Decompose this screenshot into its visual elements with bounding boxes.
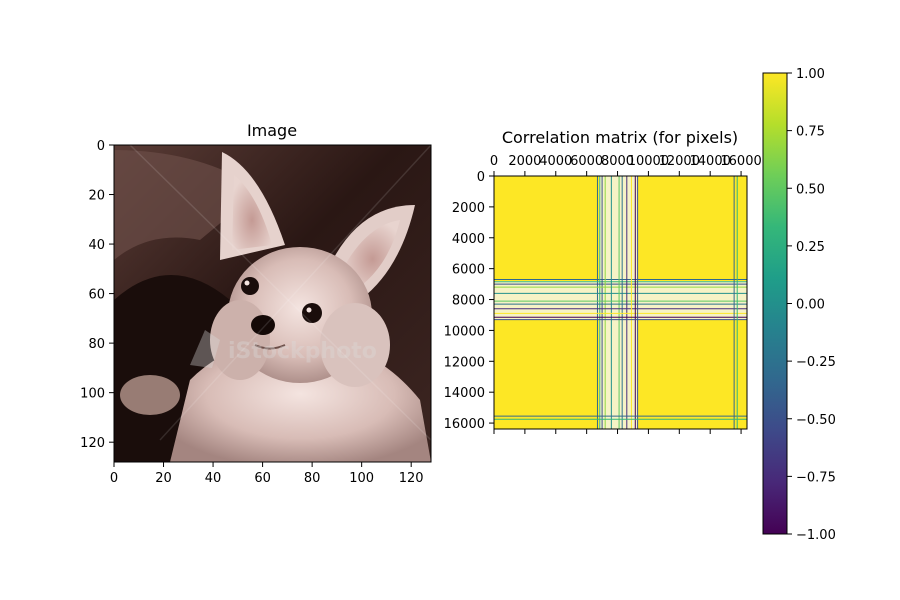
heatmap-y-tick-label: 8000	[452, 294, 485, 309]
heatmap-y-tick-label: 0	[477, 170, 485, 185]
heatmap-y-axis: 0 2000 4000 6000 8000 10000 12000 14000 16000	[444, 170, 494, 432]
colorbar-axis: 1.00 0.75 0.50 0.25 0.00 −0.25 −0.50 −0.75 −1.00	[787, 67, 836, 543]
colorbar-tick-label: 1.00	[796, 67, 825, 82]
colorbar-tick-label: 0.00	[796, 298, 825, 313]
dog-photo: iStockphoto	[114, 145, 431, 462]
correlation-panel: Correlation matrix (for pixels) 0 2000400…	[444, 128, 762, 434]
image-x-tick-label: 20	[155, 471, 172, 486]
heatmap-y-tick-label: 2000	[452, 201, 485, 216]
heatmap-y-tick-label: 6000	[452, 263, 485, 278]
image-x-tick-label: 100	[349, 471, 374, 486]
heatmap-x-tick-label: 10000	[628, 154, 669, 169]
heatmap-x-tick-label: 6000	[570, 154, 603, 169]
image-x-tick-label: 60	[254, 471, 271, 486]
heatmap-y-tick-label: 16000	[444, 417, 485, 432]
heatmap-y-tick-label: 12000	[444, 355, 485, 370]
image-title: Image	[247, 121, 297, 140]
colorbar-tick-label: 0.50	[796, 182, 825, 197]
image-x-tick-label: 120	[399, 471, 424, 486]
colorbar-tick-label: −0.50	[796, 413, 836, 428]
image-x-tick-label: 40	[205, 471, 222, 486]
image-y-tick-label: 60	[88, 288, 105, 303]
image-y-axis: 0 20 40 60 80 100 120	[80, 139, 114, 451]
heatmap-x-tick-label: 14000	[690, 154, 731, 169]
heatmap-y-tick-label: 4000	[452, 232, 485, 247]
heatmap-x-tick-label: 2000	[508, 154, 541, 169]
svg-text:iStockphoto: iStockphoto	[228, 339, 377, 364]
image-x-tick-label: 0	[110, 471, 118, 486]
colorbar: 1.00 0.75 0.50 0.25 0.00 −0.25 −0.50 −0.75 −1.00	[762, 67, 836, 543]
image-y-tick-label: 40	[88, 238, 105, 253]
heatmap-x-tick-label: 0	[490, 154, 498, 169]
image-y-tick-label: 120	[80, 436, 105, 451]
heatmap-x-tick-label: 4000	[539, 154, 572, 169]
heatmap-x-tick-label: 12000	[659, 154, 700, 169]
watermark-logo: iStockphoto	[190, 330, 377, 368]
heatmap-y-tick-label: 10000	[444, 324, 485, 339]
correlation-heatmap	[494, 176, 747, 429]
colorbar-tick-label: −0.25	[796, 355, 836, 370]
heatmap-y-tick-label: 14000	[444, 386, 485, 401]
image-y-tick-label: 0	[97, 139, 105, 154]
colorbar-tick-label: 0.75	[796, 125, 825, 140]
image-y-tick-label: 20	[88, 189, 105, 204]
image-x-axis: 0 20 40 60 80 100 120	[110, 462, 424, 486]
heatmap-x-tick-label: 16000	[720, 154, 761, 169]
heatmap-x-tick-label: 8000	[601, 154, 634, 169]
colorbar-tick-label: −0.75	[796, 470, 836, 485]
image-y-tick-label: 80	[88, 337, 105, 352]
colorbar-tick-label: 0.25	[796, 240, 825, 255]
image-y-tick-label: 100	[80, 387, 105, 402]
image-panel: Image	[80, 121, 432, 486]
correlation-title: Correlation matrix (for pixels)	[502, 128, 738, 147]
colorbar-tick-label: −1.00	[796, 528, 836, 543]
image-x-tick-label: 80	[304, 471, 321, 486]
